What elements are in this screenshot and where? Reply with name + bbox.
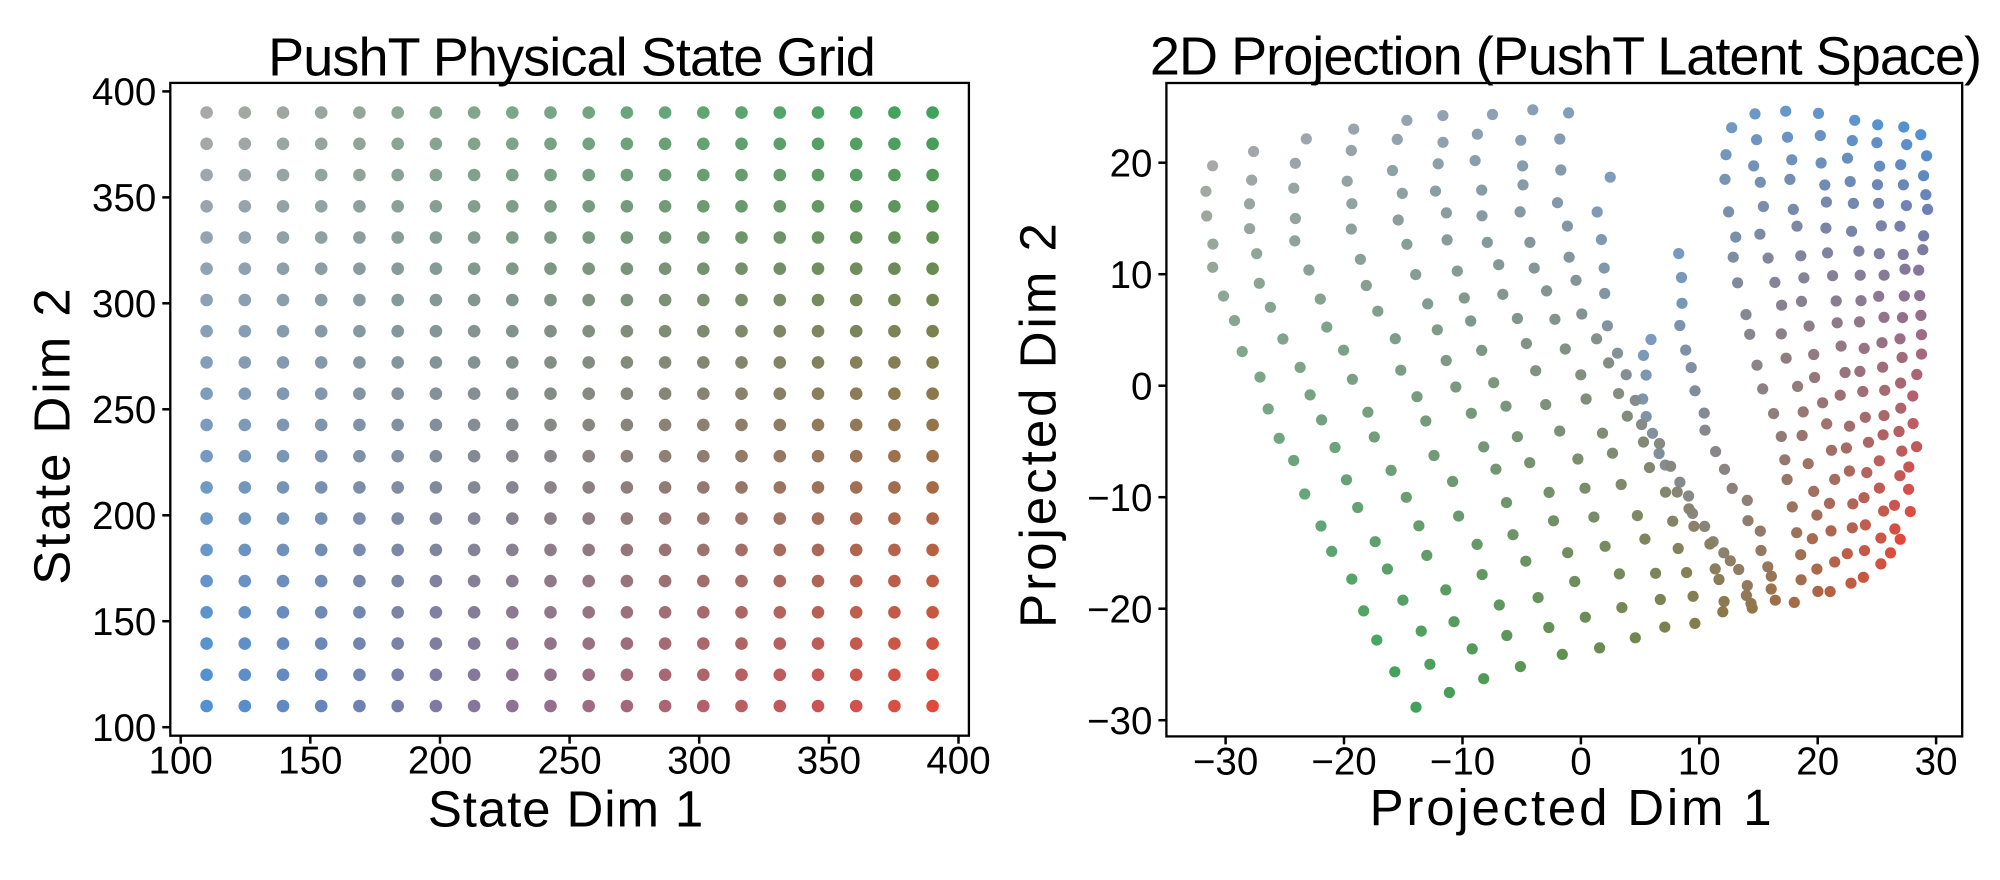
svg-text:400: 400	[926, 740, 990, 783]
svg-text:300: 300	[667, 740, 731, 783]
svg-text:350: 350	[92, 177, 156, 220]
svg-text:100: 100	[92, 707, 156, 750]
svg-text:0: 0	[1570, 740, 1591, 783]
svg-text:300: 300	[92, 283, 156, 326]
svg-text:State Dim 1: State Dim 1	[428, 780, 704, 837]
svg-text:−20: −20	[1311, 740, 1376, 783]
svg-text:200: 200	[408, 740, 472, 783]
svg-text:−30: −30	[1193, 740, 1258, 783]
svg-text:400: 400	[92, 71, 156, 114]
svg-text:PushT Physical State Grid: PushT Physical State Grid	[268, 27, 875, 87]
svg-text:20: 20	[1110, 143, 1153, 186]
svg-text:250: 250	[537, 740, 601, 783]
svg-text:250: 250	[92, 389, 156, 432]
svg-text:State Dim 2: State Dim 2	[24, 285, 81, 584]
svg-text:350: 350	[797, 740, 861, 783]
svg-text:20: 20	[1796, 740, 1839, 783]
svg-text:100: 100	[149, 740, 213, 783]
svg-text:0: 0	[1131, 366, 1152, 409]
svg-text:2D Projection (PushT Latent Sp: 2D Projection (PushT Latent Space)	[1150, 27, 1981, 87]
svg-text:150: 150	[278, 740, 342, 783]
svg-text:−20: −20	[1087, 589, 1152, 632]
svg-text:150: 150	[92, 601, 156, 644]
svg-text:10: 10	[1678, 740, 1721, 783]
svg-text:−10: −10	[1087, 477, 1152, 520]
svg-text:200: 200	[92, 495, 156, 538]
svg-text:−30: −30	[1087, 700, 1152, 743]
svg-text:10: 10	[1110, 254, 1153, 297]
svg-text:30: 30	[1915, 740, 1958, 783]
svg-text:Projected Dim 1: Projected Dim 1	[1370, 779, 1775, 836]
svg-text:−10: −10	[1430, 740, 1495, 783]
svg-text:Projected Dim 2: Projected Dim 2	[1010, 220, 1067, 628]
